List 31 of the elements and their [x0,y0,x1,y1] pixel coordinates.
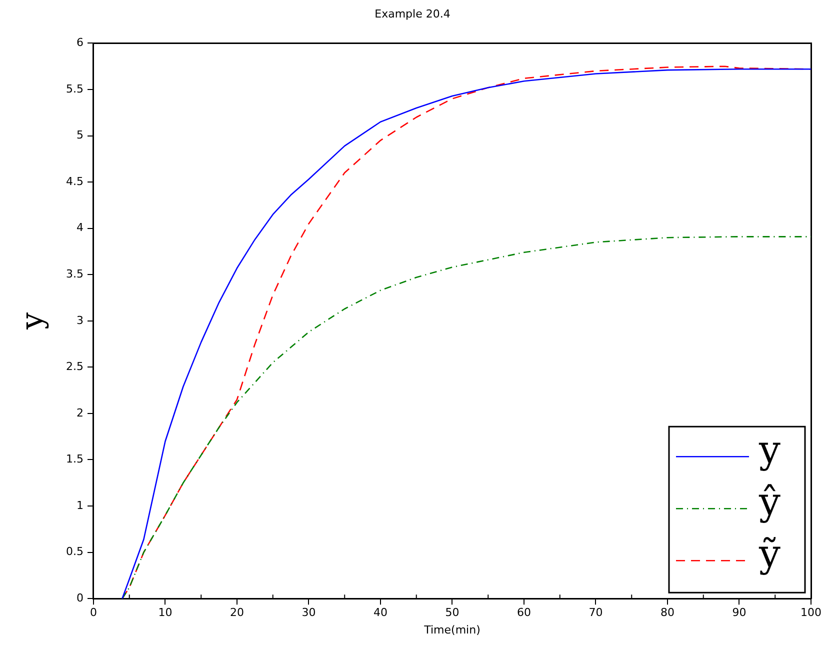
y-tick-label: 0.5 [66,545,84,558]
y-tick-label: 1 [76,498,84,512]
x-tick-label: 80 [660,606,674,620]
y-tick-label: 3 [76,314,84,327]
line-series [122,236,811,599]
y-tick-label: 3.5 [66,267,84,280]
x-axis-title: Time(min) [423,623,480,636]
y-tick-label: 4.5 [66,174,84,188]
legend-label: ỹ [758,532,781,576]
y-tick-label: 5 [76,128,84,142]
x-tick-label: 20 [230,606,244,620]
legend-label: y [758,428,781,472]
x-tick-label: 10 [158,606,172,620]
y-tick-label: 1.5 [66,452,84,466]
y-tick-label: 0 [76,591,84,604]
x-tick-label: 0 [90,606,97,620]
chart-title: Example 20.4 [374,7,450,20]
y-tick-label: 6 [76,36,84,50]
legend-label: ŷ [758,480,781,524]
x-tick-label: 100 [800,606,822,620]
x-tick-label: 90 [732,606,746,620]
x-tick-label: 70 [588,606,603,620]
y-axis-title: y [14,312,50,330]
x-tick-label: 50 [445,606,460,620]
y-tick-label: 2.5 [66,360,84,374]
y-tick-label: 2 [76,406,84,420]
y-tick-label: 5.5 [66,82,84,96]
y-tick-label: 4 [76,221,84,234]
x-tick-label: 60 [516,606,531,620]
x-tick-label: 40 [373,606,388,620]
x-tick-label: 30 [302,606,316,620]
